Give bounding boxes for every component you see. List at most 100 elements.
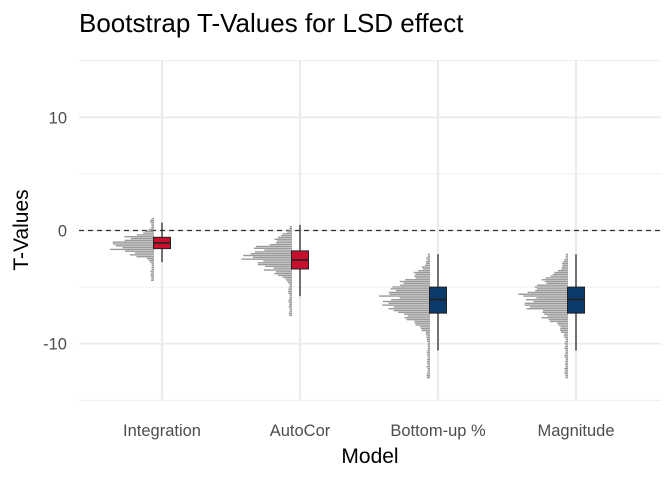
distributions (110, 217, 568, 379)
distribution-bar (427, 342, 430, 344)
distribution-bar (544, 313, 568, 315)
distribution-bar (151, 272, 154, 274)
distribution-bar (536, 284, 568, 286)
distribution-bar (426, 365, 430, 368)
distribution-bar (151, 217, 154, 220)
distribution-bar (565, 349, 568, 352)
distribution-bar (564, 355, 568, 357)
distribution-bar (151, 223, 154, 225)
distribution-bar (427, 358, 430, 361)
distribution-bar (524, 304, 568, 306)
distribution-bar (287, 231, 292, 233)
distribution-bar (427, 371, 430, 373)
distribution-bar (425, 264, 430, 266)
distribution-bar (379, 295, 430, 297)
distribution-bar (561, 268, 568, 270)
distribution-bar (565, 360, 568, 362)
distribution-bar (124, 236, 154, 238)
y-axis-ticks: -10 0 10 (43, 109, 67, 353)
distribution-bar (406, 318, 430, 321)
distribution-bar (148, 259, 154, 261)
distribution-bar (525, 298, 568, 301)
distribution-bar (425, 262, 430, 265)
x-axis-ticks: Integration AutoCor Bottom-up % Magnitude (123, 422, 615, 440)
distribution-bar (562, 264, 568, 266)
distribution-bar (289, 298, 292, 300)
distribution-bar (564, 346, 568, 348)
distribution-bar (427, 253, 430, 256)
distribution-bar (254, 251, 292, 253)
distribution-bar (134, 252, 154, 254)
distribution-bar (275, 271, 292, 273)
distribution-bar (565, 365, 568, 368)
distribution-bar (564, 337, 568, 339)
distribution-bar (151, 277, 154, 280)
distribution-bar (558, 324, 568, 326)
distribution-bar (565, 344, 568, 346)
distribution-bar (564, 367, 568, 370)
distribution-bar (565, 340, 568, 343)
distribution-bar (130, 237, 154, 240)
distribution-bar (407, 315, 430, 317)
x-tick-label: Integration (123, 422, 201, 440)
distribution-bar (563, 333, 568, 335)
distribution-bar (563, 335, 568, 337)
distribution-bar (554, 271, 568, 274)
distribution-bar (399, 297, 430, 299)
distribution-bar (289, 225, 292, 228)
distribution-bar (565, 255, 568, 257)
distribution-bar (151, 266, 154, 269)
distribution-bar (122, 246, 154, 249)
distribution-bar (286, 229, 292, 231)
distribution-bar (541, 279, 568, 281)
distribution-bar (426, 260, 430, 263)
x-axis-title: Model (341, 445, 398, 468)
distribution-bar (426, 362, 430, 364)
distribution-bar (389, 293, 430, 295)
distribution-bar (150, 221, 154, 223)
distribution-bar (427, 347, 430, 350)
distribution-bar (146, 257, 154, 260)
x-tick-label: Bottom-up % (390, 422, 486, 440)
distribution-bar (282, 233, 292, 235)
distribution-bar (557, 322, 568, 324)
distribution-bar (278, 274, 292, 277)
distribution-bar (275, 242, 292, 244)
distribution-bar (565, 369, 568, 372)
distribution-bar (422, 268, 430, 270)
distribution-bar (282, 276, 292, 278)
distribution-bar (151, 265, 154, 267)
distribution-bar (404, 279, 430, 281)
distribution-bar (151, 268, 154, 271)
distribution-bar (151, 226, 154, 229)
distribution-bar (124, 239, 154, 242)
distribution-bar (112, 243, 154, 245)
distribution-bar (149, 261, 154, 263)
distribution-bar (288, 300, 292, 302)
distribution-bar (565, 338, 568, 341)
distribution-bar (524, 302, 568, 305)
distribution-bar (388, 291, 430, 294)
distribution-bar (403, 282, 430, 285)
distribution-bar (546, 282, 568, 285)
distribution-bar (403, 313, 430, 315)
distribution-bar (526, 308, 568, 310)
distribution-bar (427, 349, 430, 352)
distribution-bar (388, 308, 430, 310)
distribution-bar (265, 265, 292, 268)
distribution-bar (418, 269, 430, 272)
distribution-bar (427, 255, 430, 257)
distribution-bar (536, 288, 568, 290)
distribution-bar (110, 248, 154, 251)
distribution-bar (393, 306, 430, 308)
distribution-bar (564, 373, 568, 375)
distribution-bar (564, 347, 568, 350)
distribution-bar (427, 344, 430, 346)
distribution-bar (269, 243, 292, 246)
distribution-bar (420, 326, 430, 328)
distribution-bar (425, 333, 430, 335)
distribution-bar (414, 275, 430, 277)
distribution-bar (426, 338, 430, 341)
distribution-bar (289, 296, 292, 298)
distribution-bar (564, 342, 568, 344)
